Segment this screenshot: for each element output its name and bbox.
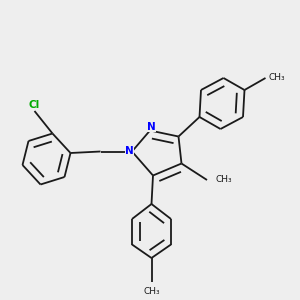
Text: CH₃: CH₃ [268, 74, 285, 82]
Text: Cl: Cl [29, 100, 40, 110]
Text: CH₃: CH₃ [143, 286, 160, 296]
Text: CH₃: CH₃ [216, 176, 232, 184]
Text: N: N [147, 122, 156, 132]
Text: N: N [125, 146, 134, 157]
